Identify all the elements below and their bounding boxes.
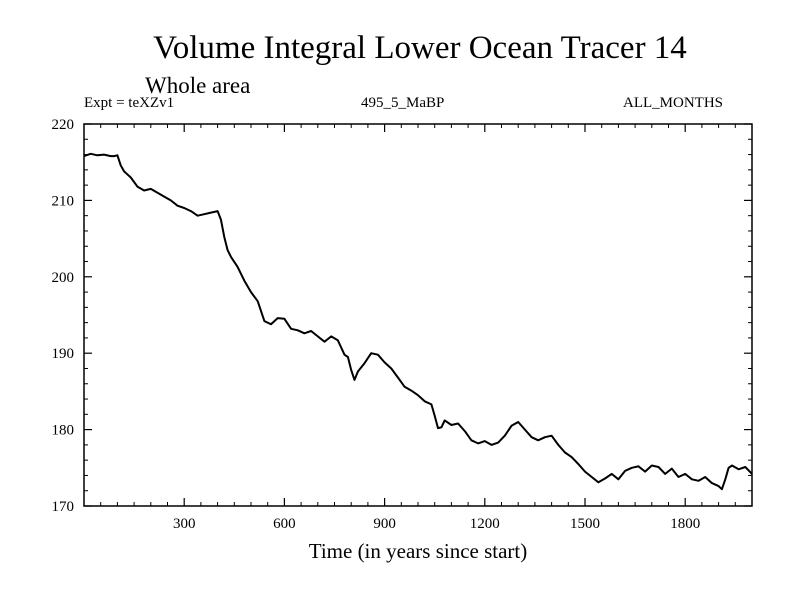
x-tick-label: 900 xyxy=(373,516,396,532)
run-label: 495_5_MaBP xyxy=(361,95,445,111)
experiment-label: Expt = teXZv1 xyxy=(84,95,175,111)
major-ticks xyxy=(84,123,752,507)
chart-subtitle: Whole area xyxy=(145,73,251,98)
chart-title: Volume Integral Lower Ocean Tracer 14 xyxy=(153,30,687,66)
y-tick-label: 190 xyxy=(52,346,75,362)
x-tick-label: 600 xyxy=(273,516,296,532)
series-line-tracer-14 xyxy=(83,152,753,491)
y-tick-label: 210 xyxy=(52,193,75,209)
x-tick-label: 1500 xyxy=(570,516,600,532)
plot-frame xyxy=(83,123,753,507)
y-tick-label: 200 xyxy=(52,270,75,286)
tick-labels: 300 600 900 1200 1500 1800 170 180 190 200 210 220 xyxy=(52,117,701,532)
y-tick-label: 180 xyxy=(52,423,75,439)
y-tick-label: 220 xyxy=(52,117,75,133)
months-label: ALL_MONTHS xyxy=(623,95,723,111)
x-tick-label: 1200 xyxy=(470,516,500,532)
x-tick-label: 1800 xyxy=(670,516,700,532)
x-axis-label: Time (in years since start) xyxy=(308,539,528,563)
minor-ticks xyxy=(84,124,752,506)
x-tick-label: 300 xyxy=(173,516,196,532)
y-tick-label: 170 xyxy=(52,499,75,515)
